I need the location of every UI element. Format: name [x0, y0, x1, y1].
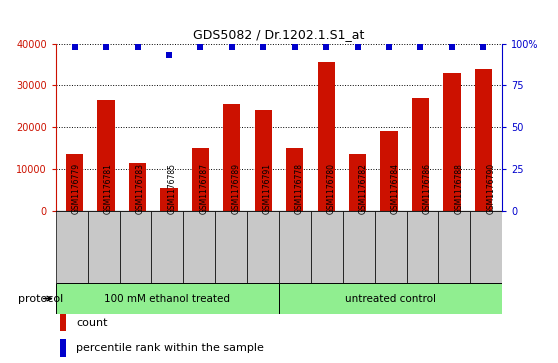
Bar — [56, 211, 88, 283]
Point — [70, 44, 79, 50]
Point — [384, 44, 393, 50]
Text: GSM1176778: GSM1176778 — [295, 163, 304, 214]
Text: GSM1176788: GSM1176788 — [454, 163, 463, 214]
Point — [165, 52, 174, 58]
Bar — [119, 211, 151, 283]
Bar — [412, 98, 429, 211]
Bar — [184, 211, 215, 283]
Text: GSM1176786: GSM1176786 — [422, 163, 431, 214]
Bar — [88, 211, 119, 283]
Bar — [374, 211, 407, 283]
Text: GSM1176791: GSM1176791 — [263, 163, 272, 214]
Point — [133, 44, 142, 50]
Bar — [223, 104, 240, 211]
Bar — [247, 211, 279, 283]
Bar — [98, 100, 115, 211]
Point — [322, 44, 331, 50]
Text: GSM1176789: GSM1176789 — [231, 163, 240, 214]
Text: GSM1176785: GSM1176785 — [167, 163, 176, 214]
Point — [416, 44, 425, 50]
Point — [102, 44, 110, 50]
Text: protocol: protocol — [18, 294, 63, 303]
Bar — [470, 211, 502, 283]
Bar — [311, 211, 343, 283]
Text: GSM1176790: GSM1176790 — [486, 163, 496, 214]
Text: untreated control: untreated control — [345, 294, 436, 303]
Point — [227, 44, 236, 50]
Bar — [286, 148, 304, 211]
Bar — [475, 69, 492, 211]
Point — [353, 44, 362, 50]
Text: GSM1176780: GSM1176780 — [327, 163, 336, 214]
Text: GSM1176782: GSM1176782 — [359, 163, 368, 214]
Bar — [343, 211, 374, 283]
Bar — [439, 211, 470, 283]
Bar — [254, 110, 272, 211]
Title: GDS5082 / Dr.1202.1.S1_at: GDS5082 / Dr.1202.1.S1_at — [193, 28, 365, 41]
Bar — [349, 154, 366, 211]
Text: count: count — [76, 318, 107, 328]
Text: GSM1176783: GSM1176783 — [136, 163, 145, 214]
Text: 100 mM ethanol treated: 100 mM ethanol treated — [104, 294, 230, 303]
Bar — [60, 314, 66, 331]
Point — [479, 44, 488, 50]
Bar — [215, 211, 247, 283]
Point — [259, 44, 268, 50]
Bar — [66, 154, 83, 211]
Bar — [318, 62, 335, 211]
Bar — [56, 283, 279, 314]
Point — [448, 44, 456, 50]
Bar — [443, 73, 460, 211]
Bar — [60, 339, 66, 357]
Bar — [151, 211, 184, 283]
Bar — [160, 188, 177, 211]
Bar — [381, 131, 398, 211]
Bar — [279, 283, 502, 314]
Text: GSM1176779: GSM1176779 — [72, 163, 81, 214]
Point — [196, 44, 205, 50]
Text: GSM1176784: GSM1176784 — [391, 163, 400, 214]
Bar — [279, 211, 311, 283]
Bar — [407, 211, 439, 283]
Point — [290, 44, 299, 50]
Text: GSM1176781: GSM1176781 — [104, 163, 113, 214]
Text: percentile rank within the sample: percentile rank within the sample — [76, 343, 264, 353]
Bar — [192, 148, 209, 211]
Text: GSM1176787: GSM1176787 — [199, 163, 208, 214]
Bar — [129, 163, 146, 211]
